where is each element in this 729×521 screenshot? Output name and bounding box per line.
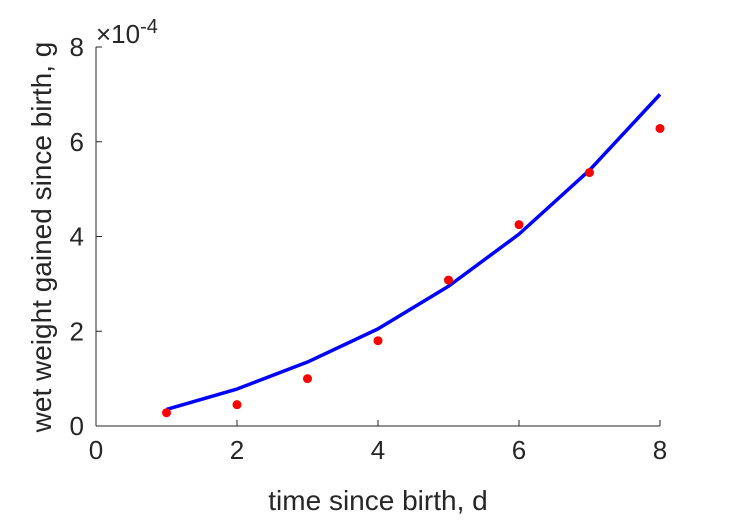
data-point: [232, 400, 242, 410]
y-tick-label: 6: [70, 127, 84, 157]
data-point: [585, 168, 594, 178]
y-tick-label: 4: [70, 222, 84, 252]
y-tick-label: 0: [70, 411, 84, 441]
y-axis-label: wet weight gained since birth, g: [26, 42, 57, 434]
x-tick-label: 6: [512, 435, 526, 465]
data-point: [514, 220, 524, 230]
y-ticks: 0 2 4 6 8: [70, 32, 102, 441]
x-tick-label: 2: [230, 435, 244, 465]
axes: [95, 47, 660, 427]
data-point: [162, 408, 171, 418]
data-point: [444, 275, 453, 285]
y-multiplier-base: ×10: [96, 19, 140, 49]
y-tick-label: 8: [70, 32, 84, 62]
x-ticks: 0 2 4 6 8: [89, 420, 667, 465]
y-multiplier-label: ×10-4: [96, 16, 158, 49]
x-tick-label: 8: [653, 435, 667, 465]
data-point: [655, 123, 665, 133]
y-tick-label: 2: [70, 316, 84, 346]
x-tick-label: 4: [371, 435, 385, 465]
fit-curve: [166, 93, 662, 412]
x-axis-label: time since birth, d: [268, 485, 487, 516]
plot-area: [162, 93, 665, 418]
y-multiplier-exponent: -4: [140, 16, 158, 38]
data-point: [303, 374, 312, 384]
data-point: [373, 336, 383, 346]
x-tick-label: 0: [89, 435, 103, 465]
